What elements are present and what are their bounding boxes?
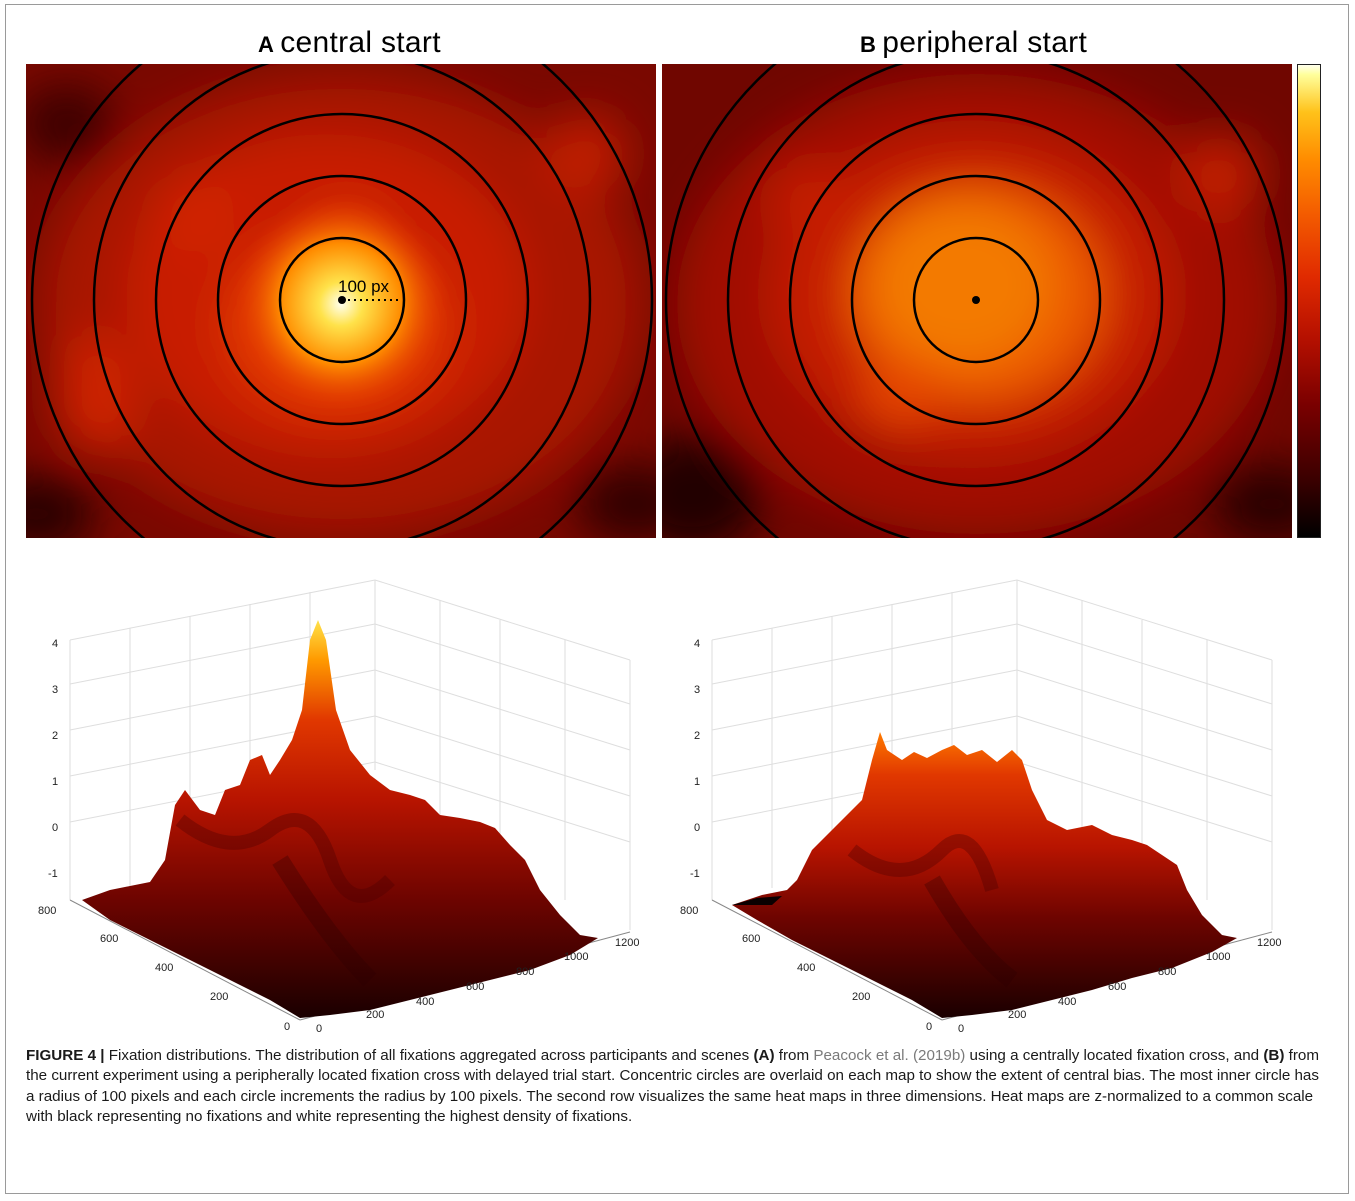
heatmap-peripheral (662, 64, 1292, 538)
y-tick: 800 (38, 905, 56, 917)
y-tick: 200 (210, 991, 228, 1003)
z-tick: 3 (52, 684, 58, 696)
caption-text-4: from the current experiment using a peri… (26, 1047, 1320, 1125)
x-tick: 800 (516, 966, 534, 978)
z-tick: 0 (52, 822, 58, 834)
panel-a-title-text: central start (280, 26, 441, 59)
radius-label: 100 px (338, 277, 390, 296)
caption-b-label: (B) (1263, 1047, 1285, 1064)
x-tick: 800 (1158, 966, 1176, 978)
x-tick: 1200 (615, 937, 639, 949)
z-tick: 2 (694, 730, 700, 742)
z-tick: 0 (694, 822, 700, 834)
x-tick: 200 (366, 1009, 384, 1021)
panel-b-letter: B (860, 32, 877, 57)
z-tick: 1 (694, 776, 700, 788)
z-tick: 4 (694, 638, 700, 650)
panel-b-title-text: peripheral start (882, 26, 1088, 59)
x-tick: 600 (466, 981, 484, 993)
y-tick: 400 (155, 962, 173, 974)
x-tick: 1000 (1206, 951, 1230, 963)
x-tick: 1000 (564, 951, 588, 963)
x-tick: 1200 (1257, 937, 1281, 949)
x-tick: 0 (958, 1023, 964, 1035)
z-tick: 1 (52, 776, 58, 788)
y-tick: 600 (100, 933, 118, 945)
caption-a-label: (A) (753, 1047, 775, 1064)
citation-link[interactable]: Peacock et al. (2019b) (813, 1047, 966, 1064)
surface-peripheral: 4 3 2 1 0 -1 800 600 400 200 0 0 200 400… (672, 560, 1302, 1040)
z-tick: -1 (48, 868, 58, 880)
y-tick: 400 (797, 962, 815, 974)
z-tick: 2 (52, 730, 58, 742)
z-tick: 4 (52, 638, 58, 650)
y-tick: 0 (284, 1021, 290, 1033)
z-tick: -1 (690, 868, 700, 880)
x-tick: 400 (1058, 996, 1076, 1008)
x-tick: 400 (416, 996, 434, 1008)
heatmap-central: 100 px (26, 64, 656, 538)
z-tick: 3 (694, 684, 700, 696)
caption-text-2: from (774, 1047, 814, 1064)
caption-text-3: using a centrally located fixation cross… (965, 1047, 1264, 1064)
panel-a-letter: A (258, 32, 275, 57)
x-tick: 200 (1008, 1009, 1026, 1021)
caption-text-1: Fixation distributions. The distribution… (104, 1047, 754, 1064)
figure-label: FIGURE 4 | (26, 1047, 105, 1064)
x-tick: 600 (1108, 981, 1126, 993)
y-tick: 600 (742, 933, 760, 945)
x-tick: 0 (316, 1023, 322, 1035)
y-tick: 200 (852, 991, 870, 1003)
surface-central: 4 3 2 1 0 -1 800 600 400 200 0 0 200 400… (30, 560, 660, 1040)
y-tick: 0 (926, 1021, 932, 1033)
colorbar (1297, 64, 1321, 538)
figure-caption: FIGURE 4 | Fixation distributions. The d… (26, 1046, 1331, 1127)
figure-frame (5, 4, 1349, 1194)
y-tick: 800 (680, 905, 698, 917)
